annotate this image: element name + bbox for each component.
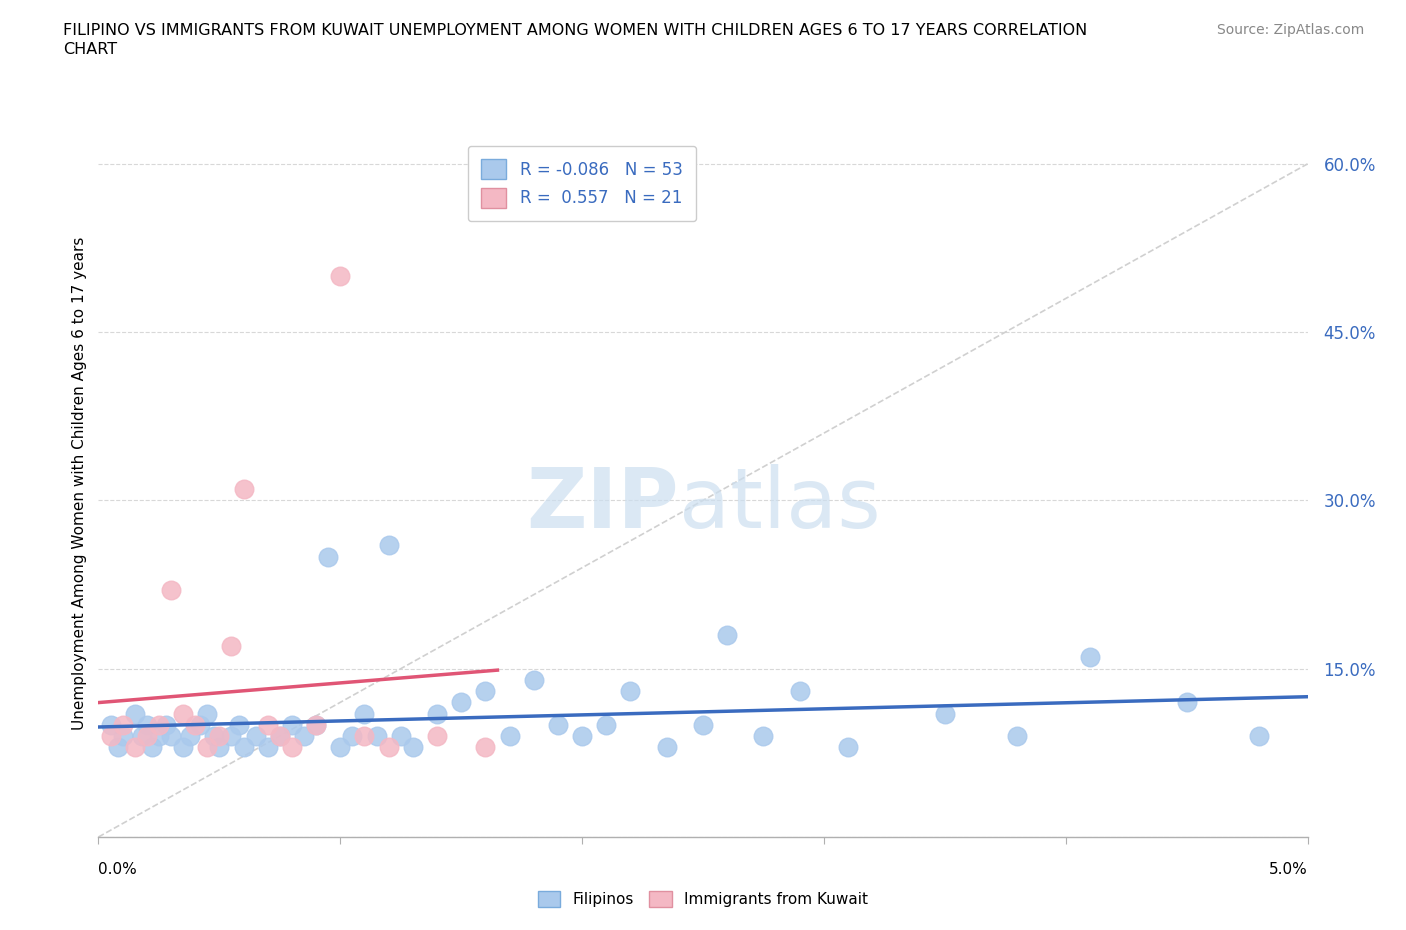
Point (377, 538, 399, 552)
Point (160, 583, 183, 598)
Legend: Filipinos, Immigrants from Kuwait: Filipinos, Immigrants from Kuwait (531, 884, 875, 913)
Point (619, 684, 641, 698)
Point (124, 706, 146, 721)
Point (523, 672, 546, 687)
Point (195, 706, 218, 721)
Point (305, 717, 328, 732)
Text: atlas: atlas (679, 464, 880, 545)
Point (329, 269, 352, 284)
Point (184, 717, 207, 732)
Point (269, 728, 291, 743)
Point (426, 728, 449, 743)
Point (172, 739, 194, 754)
Point (124, 739, 146, 754)
Point (498, 728, 520, 743)
Point (571, 728, 593, 743)
Point (155, 717, 177, 732)
Point (232, 739, 254, 754)
Point (716, 628, 738, 643)
Point (245, 728, 267, 743)
Point (377, 739, 399, 754)
Point (221, 728, 243, 743)
Point (141, 739, 163, 754)
Point (595, 717, 617, 732)
Point (256, 739, 278, 754)
Point (426, 706, 449, 721)
Point (389, 728, 412, 743)
Point (179, 728, 201, 743)
Point (188, 717, 211, 732)
Point (148, 717, 170, 732)
Legend: R = -0.086   N = 53, R =  0.557   N = 21: R = -0.086 N = 53, R = 0.557 N = 21 (468, 146, 696, 221)
Point (692, 717, 714, 732)
Point (172, 706, 194, 721)
Point (450, 695, 472, 710)
Point (107, 739, 129, 754)
Point (837, 739, 859, 754)
Point (353, 728, 375, 743)
Point (1007, 728, 1029, 743)
Point (402, 739, 425, 754)
Text: Source: ZipAtlas.com: Source: ZipAtlas.com (1216, 23, 1364, 37)
Point (474, 739, 496, 754)
Point (329, 739, 352, 754)
Point (789, 684, 811, 698)
Point (316, 549, 339, 564)
Point (342, 728, 364, 743)
Point (135, 728, 157, 743)
Point (256, 717, 278, 732)
Point (547, 717, 569, 732)
Point (131, 728, 153, 743)
Point (269, 728, 291, 743)
Point (305, 717, 328, 732)
Point (1249, 728, 1271, 743)
Point (366, 728, 388, 743)
Point (208, 728, 231, 743)
Point (232, 482, 254, 497)
Point (195, 739, 218, 754)
Y-axis label: Unemployment Among Women with Children Ages 6 to 17 years: Unemployment Among Women with Children A… (72, 237, 87, 730)
Point (934, 706, 956, 721)
Point (1175, 695, 1198, 710)
Point (135, 717, 157, 732)
Point (208, 739, 231, 754)
Point (148, 728, 170, 743)
Point (204, 728, 226, 743)
Point (292, 728, 315, 743)
Point (655, 739, 678, 754)
Text: CHART: CHART (63, 42, 117, 57)
Point (1078, 650, 1101, 665)
Point (100, 717, 122, 732)
Point (111, 728, 134, 743)
Point (228, 717, 250, 732)
Point (160, 728, 183, 743)
Point (111, 717, 134, 732)
Text: FILIPINO VS IMMIGRANTS FROM KUWAIT UNEMPLOYMENT AMONG WOMEN WITH CHILDREN AGES 6: FILIPINO VS IMMIGRANTS FROM KUWAIT UNEMP… (63, 23, 1087, 38)
Point (100, 728, 122, 743)
Point (281, 739, 304, 754)
Point (752, 728, 775, 743)
Text: 5.0%: 5.0% (1268, 862, 1308, 877)
Point (221, 639, 243, 654)
Point (474, 684, 496, 698)
Point (281, 717, 304, 732)
Text: 0.0%: 0.0% (98, 862, 138, 877)
Point (353, 706, 375, 721)
Text: ZIP: ZIP (526, 464, 679, 545)
